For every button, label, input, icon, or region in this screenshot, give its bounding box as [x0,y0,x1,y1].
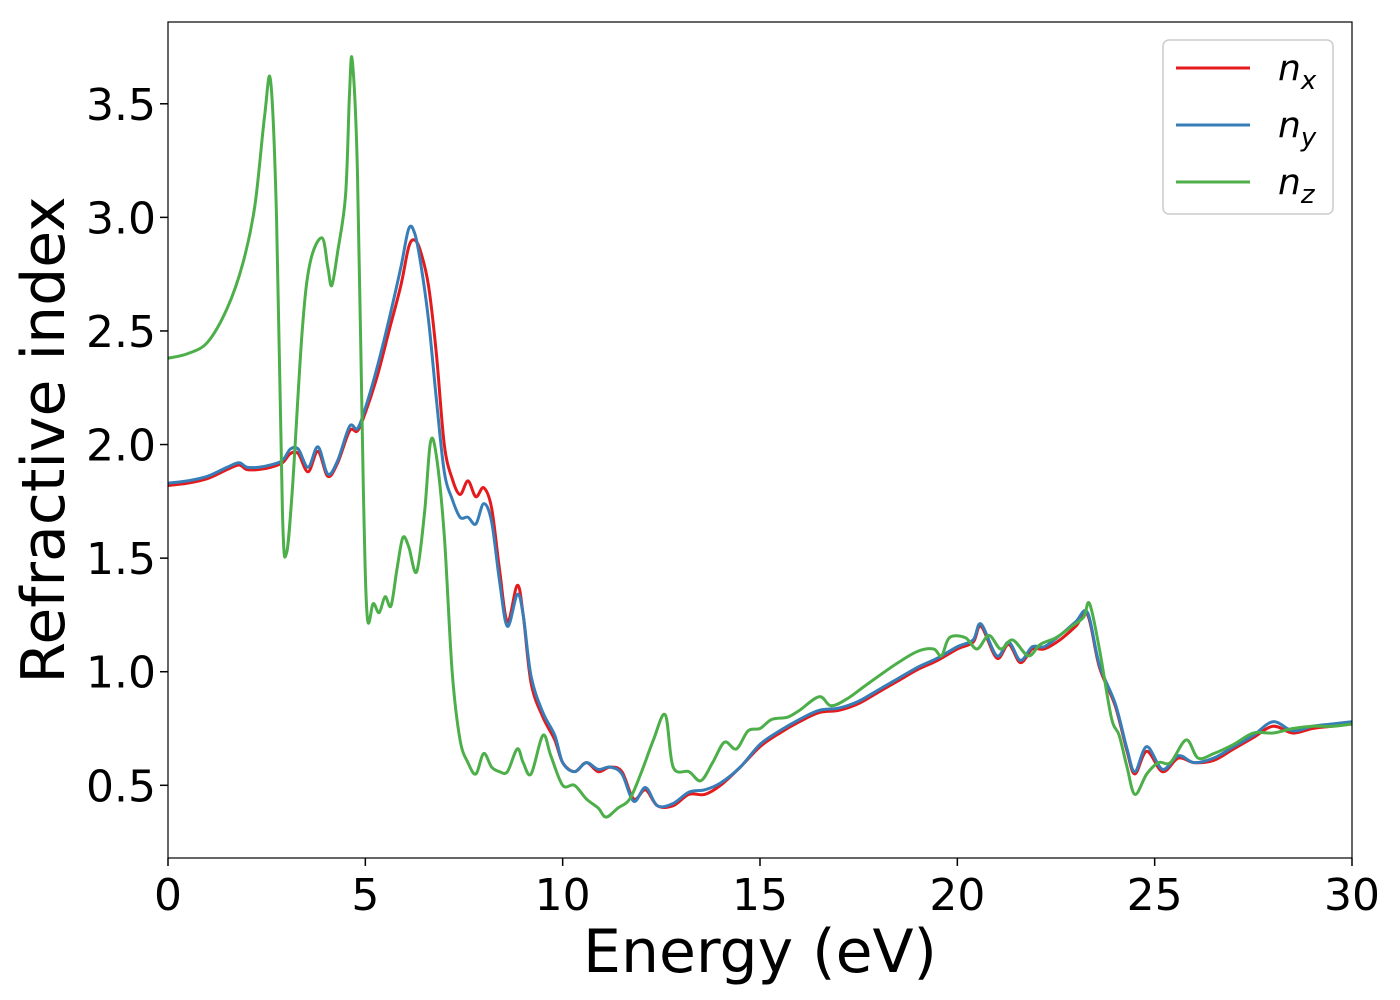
legend-label-n-y: ny [1278,105,1317,153]
y-tick-label: 1.5 [86,534,156,585]
series-layer [168,55,1352,819]
x-tick-label: 10 [535,870,591,921]
y-tick-label: 0.5 [86,761,156,812]
x-tick-label: 20 [929,870,985,921]
x-axis-title: Energy (eV) [583,917,937,987]
y-axis: 0.5 1.0 1.5 2.0 2.5 3.0 3.5 [86,80,168,812]
y-tick-label: 1.0 [86,648,156,699]
x-tick-label: 5 [351,870,379,921]
y-tick-label: 2.5 [86,307,156,358]
y-tick-label: 2.0 [86,421,156,472]
legend-box [1162,39,1334,215]
series-line-n-y [168,224,1352,809]
y-tick-label: 3.0 [86,193,156,244]
x-axis: 0 5 10 15 20 25 30 [154,858,1380,921]
y-tick-label: 3.5 [86,80,156,131]
x-tick-label: 25 [1127,870,1183,921]
x-tick-label: 30 [1324,870,1380,921]
legend-label-n-z: nz [1278,162,1316,210]
legend: nx ny nz [1162,39,1334,215]
x-tick-label: 0 [154,870,182,921]
series-line-n-x [168,238,1352,809]
series-line-n-z [168,55,1352,819]
y-axis-title: Refractive index [9,196,79,683]
legend-label-n-x: nx [1278,48,1317,96]
x-tick-label: 15 [732,870,788,921]
